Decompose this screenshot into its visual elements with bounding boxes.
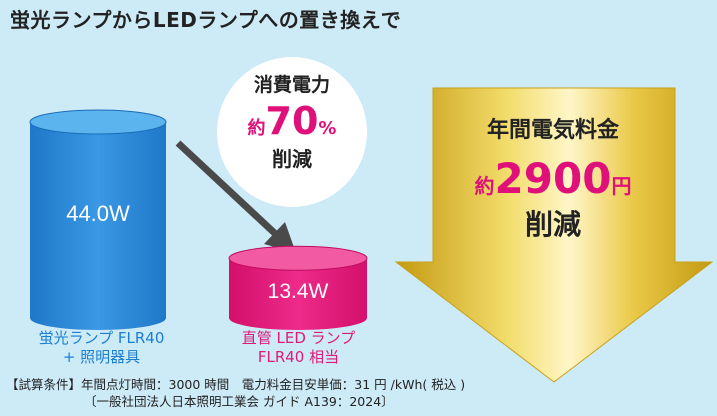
bar-group	[29, 109, 368, 330]
bar-top-led	[228, 245, 368, 271]
reduction-arrow-head	[264, 222, 296, 253]
savings-heading: 年間電気料金	[486, 118, 619, 143]
bar-value-label-led: 13.4W	[267, 279, 329, 303]
bubble-percent-unit: %	[318, 118, 337, 139]
savings-prefix: 約	[474, 174, 495, 198]
savings-text: 年間電気料金 約2900円 削減	[420, 112, 686, 243]
led-label-line2: FLR40 相当	[257, 348, 340, 366]
bubble-circle	[217, 57, 367, 207]
footnote-line2: 〔一般社団法人日本照明工業会 ガイド A139：2024〕	[84, 394, 394, 409]
bubble-reduction: 削減	[272, 147, 312, 171]
savings-amount: 約2900円	[420, 154, 686, 203]
led-label: 直管 LED ランプ FLR40 相当	[206, 329, 391, 367]
bubble-text: 消費電力 約70% 削減	[215, 62, 369, 172]
savings-unit: 円	[611, 174, 632, 198]
bar-fluorescent	[30, 122, 166, 330]
bar-led	[229, 258, 367, 330]
reduction-arrow-line	[175, 140, 285, 243]
led-label-line1: 直管 LED ランプ	[241, 329, 356, 347]
bubble-prefix: 約	[247, 118, 266, 139]
fluorescent-label: 蛍光ランプ FLR40 + 照明器具	[14, 329, 189, 367]
fluorescent-label-line2: + 照明器具	[62, 348, 141, 366]
bar-value-label-fluorescent: 44.0W	[66, 201, 130, 226]
bar-top-fluorescent	[29, 109, 167, 135]
page-title: 蛍光ランプからLEDランプへの置き換えで	[10, 8, 402, 32]
fluorescent-label-line1: 蛍光ランプ FLR40	[38, 329, 165, 347]
savings-amount-value: 2900	[494, 154, 612, 203]
savings-reduction: 削減	[524, 208, 581, 241]
footnote: 【試算条件】年間点灯時間：3000 時間 電力料金目安単価：31 円 /kWh(…	[6, 376, 465, 410]
bubble-percent: 約70%	[215, 99, 369, 143]
bubble-heading: 消費電力	[253, 74, 330, 96]
footnote-line1: 【試算条件】年間点灯時間：3000 時間 電力料金目安単価：31 円 /kWh(…	[6, 377, 466, 392]
savings-arrow	[394, 87, 714, 383]
bubble-percent-value: 70	[265, 99, 319, 143]
